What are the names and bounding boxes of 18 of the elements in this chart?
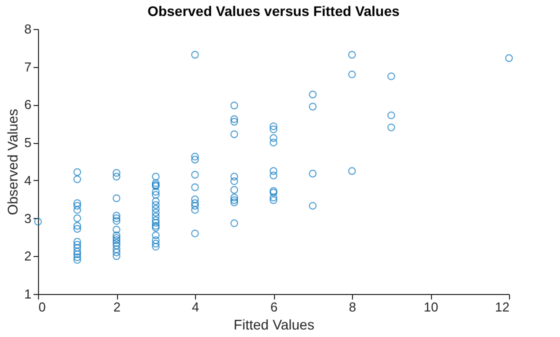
x-tick-label: 2 bbox=[113, 300, 121, 314]
y-tick-label: 3 bbox=[24, 210, 32, 226]
x-tick-label: 8 bbox=[348, 300, 356, 314]
x-tick-label: 12 bbox=[495, 300, 510, 314]
y-axis-title: Observed Values bbox=[4, 108, 20, 216]
y-tick-label: 2 bbox=[24, 248, 32, 264]
x-axis-title: Fitted Values bbox=[234, 316, 314, 332]
y-tick-label: 5 bbox=[24, 135, 32, 150]
chart-title: Observed Values versus Fitted Values bbox=[147, 3, 400, 19]
x-tick-label: 10 bbox=[424, 300, 438, 314]
x-tick-label: 4 bbox=[192, 300, 200, 314]
y-tick-label: 6 bbox=[24, 97, 32, 112]
y-tick-label: 8 bbox=[24, 22, 32, 36]
y-tick-label: 4 bbox=[24, 172, 32, 188]
x-tick-label: 6 bbox=[270, 300, 278, 314]
y-tick-label: 7 bbox=[24, 59, 32, 74]
x-tick-label: 0 bbox=[38, 300, 46, 314]
y-tick-label: 1 bbox=[24, 286, 32, 302]
